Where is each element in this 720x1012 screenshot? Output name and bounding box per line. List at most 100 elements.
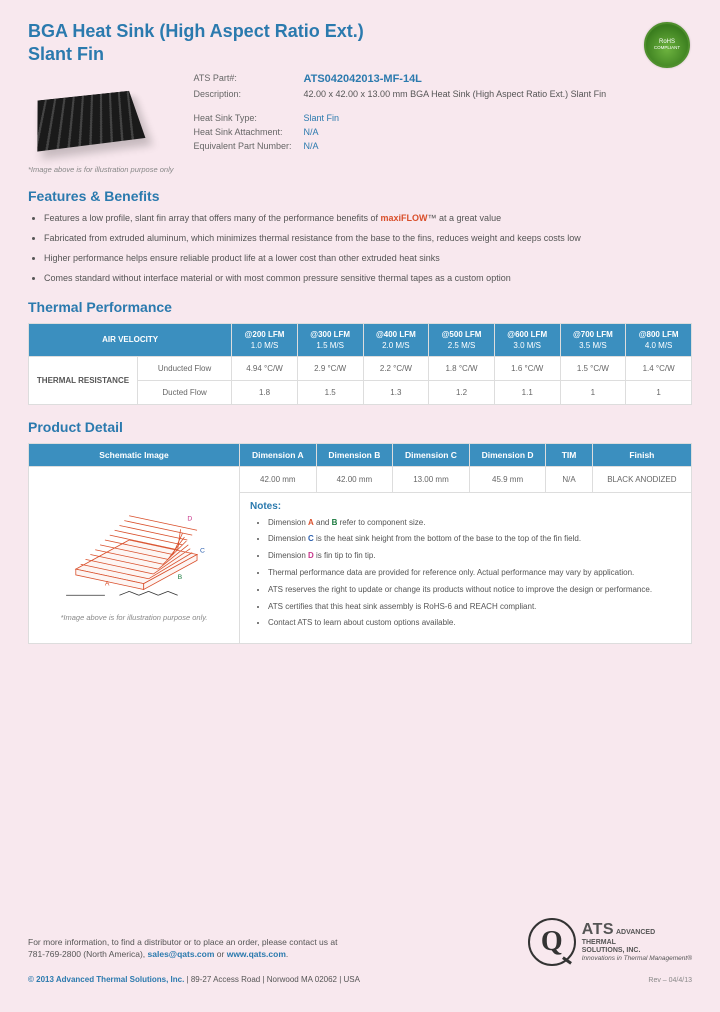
- photo-caption: *Image above is for illustration purpose…: [28, 165, 174, 174]
- cell: 1: [626, 380, 692, 404]
- svg-text:B: B: [178, 573, 183, 580]
- dim-val: BLACK ANODIZED: [593, 467, 691, 493]
- revision-text: Rev – 04/4/13: [648, 977, 692, 984]
- note-item: Contact ATS to learn about custom option…: [268, 618, 681, 629]
- cell: 1.1: [494, 380, 560, 404]
- dim-hdr: Dimension C: [393, 444, 469, 467]
- dim-hdr: Dimension D: [470, 444, 546, 467]
- dim-hdr: TIM: [546, 444, 591, 467]
- feature-item: Higher performance helps ensure reliable…: [44, 252, 692, 264]
- feature-item: Fabricated from extruded aluminum, which…: [44, 232, 692, 244]
- logo-ats: ATS: [582, 921, 614, 938]
- meta-desc-value: 42.00 x 42.00 x 13.00 mm BGA Heat Sink (…: [304, 89, 607, 99]
- schematic-caption: *Image above is for illustration purpose…: [37, 613, 231, 622]
- dim-val: 13.00 mm: [393, 467, 469, 493]
- schematic-hdr: Schematic Image: [29, 444, 239, 467]
- meta-equiv-value: N/A: [304, 141, 319, 151]
- logo-line: SOLUTIONS, INC.: [582, 947, 692, 955]
- col-hdr: @400 LFM2.0 M/S: [363, 323, 429, 356]
- maxiflow-brand: maxiFLOW: [381, 213, 428, 223]
- cell: 1.8 °C/W: [429, 356, 495, 380]
- page-title-1: BGA Heat Sink (High Aspect Ratio Ext.): [28, 20, 692, 43]
- dim-hdr: Dimension A: [240, 444, 316, 467]
- cell: 2.9 °C/W: [297, 356, 363, 380]
- meta-attach-label: Heat Sink Attachment:: [194, 127, 304, 137]
- footer-contact: For more information, to find a distribu…: [28, 937, 448, 961]
- svg-text:C: C: [200, 547, 205, 554]
- company-logo: Q ATS ADVANCED THERMAL SOLUTIONS, INC. I…: [528, 918, 692, 966]
- detail-table: Schematic Image: [28, 443, 692, 645]
- col-hdr: @800 LFM4.0 M/S: [626, 323, 692, 356]
- detail-heading: Product Detail: [28, 419, 692, 435]
- meta-type-label: Heat Sink Type:: [194, 113, 304, 123]
- col-hdr: @500 LFM2.5 M/S: [429, 323, 495, 356]
- notes-title: Notes:: [250, 501, 681, 512]
- footer-text: .: [286, 949, 288, 959]
- cell: 1.5 °C/W: [560, 356, 626, 380]
- cell: 1.3: [363, 380, 429, 404]
- product-photo: [28, 73, 148, 163]
- cell: 4.94 °C/W: [232, 356, 298, 380]
- note-item: ATS reserves the right to update or chan…: [268, 585, 681, 596]
- thermal-table: AIR VELOCITY @200 LFM1.0 M/S @300 LFM1.5…: [28, 323, 692, 405]
- note-item: Dimension A and B refer to component siz…: [268, 518, 681, 529]
- footer-phone: 781-769-2800 (North America),: [28, 949, 148, 959]
- meta-part-label: ATS Part#:: [194, 73, 304, 85]
- features-list: Features a low profile, slant fin array …: [44, 212, 692, 285]
- cell: 1.6 °C/W: [494, 356, 560, 380]
- dim-val: 45.9 mm: [470, 467, 546, 493]
- note-item: Dimension D is fin tip to fin tip.: [268, 551, 681, 562]
- page-title-block: BGA Heat Sink (High Aspect Ratio Ext.) S…: [28, 20, 692, 65]
- footer-web-link[interactable]: www.qats.com: [227, 949, 286, 959]
- cell: 1: [560, 380, 626, 404]
- air-velocity-hdr: AIR VELOCITY: [29, 323, 232, 356]
- dim-hdr: Finish: [593, 444, 691, 467]
- cell: 1.5: [297, 380, 363, 404]
- row-label: Ducted Flow: [138, 380, 232, 404]
- svg-text:A: A: [105, 580, 110, 587]
- note-item: Thermal performance data are provided fo…: [268, 568, 681, 579]
- notes-block: Notes: Dimension A and B refer to compon…: [240, 493, 691, 644]
- dim-val: 42.00 mm: [317, 467, 393, 493]
- meta-block: ATS Part#: ATS042042013-MF-14L Descripti…: [194, 73, 693, 174]
- dim-hdr: Dimension B: [317, 444, 393, 467]
- footer-copyright: © 2013 Advanced Thermal Solutions, Inc.: [28, 975, 184, 984]
- dim-val: 42.00 mm: [240, 467, 316, 493]
- col-hdr: @600 LFM3.0 M/S: [494, 323, 560, 356]
- logo-tagline: Innovations in Thermal Management®: [582, 955, 692, 962]
- rohs-text2: COMPLIANT: [646, 46, 688, 51]
- page-title-2: Slant Fin: [28, 43, 692, 66]
- footer-address: | 89-27 Access Road | Norwood MA 02062 |…: [184, 975, 360, 984]
- col-hdr: @200 LFM1.0 M/S: [232, 323, 298, 356]
- thermal-heading: Thermal Performance: [28, 299, 692, 315]
- dim-val: N/A: [546, 467, 591, 493]
- meta-part-value: ATS042042013-MF-14L: [304, 73, 422, 85]
- col-hdr: @700 LFM3.5 M/S: [560, 323, 626, 356]
- svg-text:D: D: [187, 515, 192, 522]
- footer-text: For more information, to find a distribu…: [28, 937, 337, 947]
- feature-item: Features a low profile, slant fin array …: [44, 212, 692, 224]
- feature-text: ™ at a great value: [428, 213, 502, 223]
- cell: 1.4 °C/W: [626, 356, 692, 380]
- meta-type-value: Slant Fin: [304, 113, 340, 123]
- feature-text: Features a low profile, slant fin array …: [44, 213, 381, 223]
- footer-email-link[interactable]: sales@qats.com: [148, 949, 215, 959]
- features-heading: Features & Benefits: [28, 188, 692, 204]
- product-photo-col: *Image above is for illustration purpose…: [28, 73, 174, 174]
- cell: 1.2: [429, 380, 495, 404]
- logo-line: ADVANCED: [616, 929, 655, 936]
- footer: For more information, to find a distribu…: [28, 937, 692, 984]
- feature-item: Comes standard without interface materia…: [44, 272, 692, 284]
- row-label: Unducted Flow: [138, 356, 232, 380]
- meta-attach-value: N/A: [304, 127, 319, 137]
- meta-desc-label: Description:: [194, 89, 304, 99]
- cell: 1.8: [232, 380, 298, 404]
- footer-text: or: [214, 949, 226, 959]
- schematic-image: A B C D *Image above is for illustration…: [29, 467, 239, 637]
- cell: 2.2 °C/W: [363, 356, 429, 380]
- logo-line: THERMAL: [582, 939, 692, 947]
- meta-equiv-label: Equivalent Part Number:: [194, 141, 304, 151]
- thermal-resistance-hdr: THERMAL RESISTANCE: [29, 356, 138, 404]
- note-item: ATS certifies that this heat sink assemb…: [268, 602, 681, 613]
- rohs-badge: RoHS COMPLIANT: [644, 22, 690, 68]
